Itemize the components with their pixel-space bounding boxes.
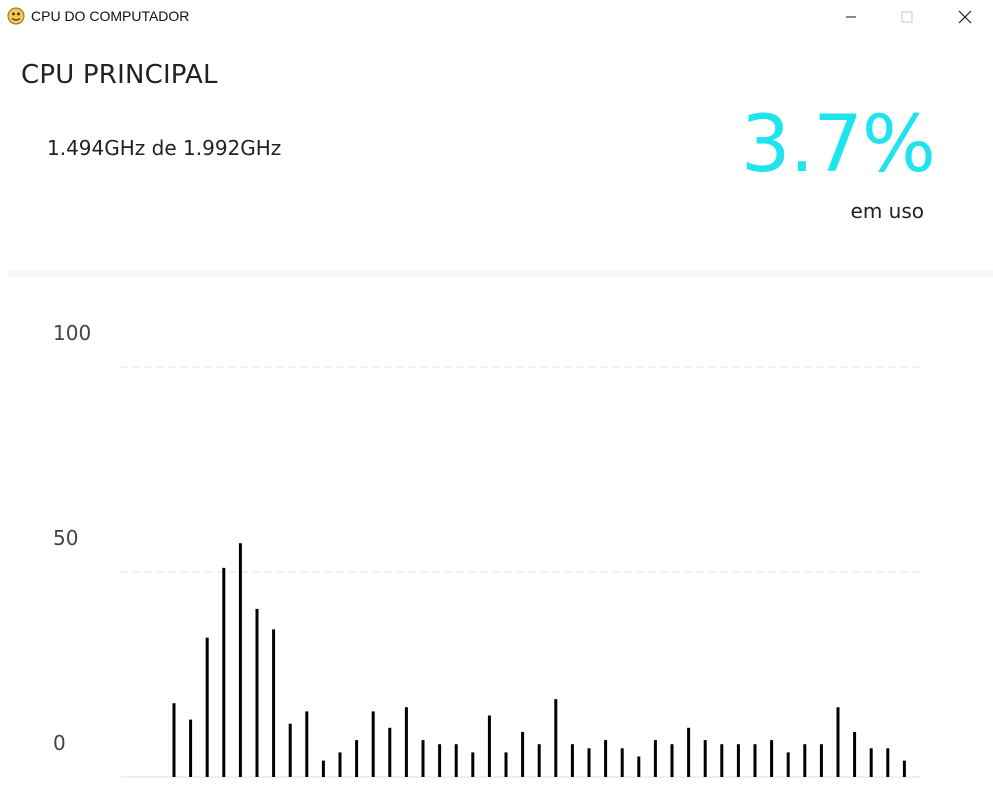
title-bar[interactable]: CPU DO COMPUTADOR bbox=[0, 0, 993, 34]
cpu-usage-label: em uso bbox=[850, 199, 924, 223]
page-title: CPU PRINCIPAL bbox=[21, 60, 218, 90]
close-button[interactable] bbox=[936, 0, 993, 34]
cpu-frequency: 1.494GHz de 1.992GHz bbox=[47, 136, 282, 160]
close-icon bbox=[958, 10, 972, 24]
y-tick-label: 100 bbox=[53, 321, 91, 345]
y-tick-label: 0 bbox=[53, 731, 66, 755]
minimize-button[interactable] bbox=[822, 0, 880, 34]
cpu-usage-chart: 0 50 100 bbox=[53, 321, 921, 778]
window-title: CPU DO COMPUTADOR bbox=[31, 8, 190, 24]
minimize-icon bbox=[846, 16, 856, 18]
y-tick-label: 50 bbox=[53, 526, 78, 550]
cpu-usage-percent: 3.7% bbox=[740, 100, 936, 190]
section-divider bbox=[8, 270, 993, 277]
python-icon bbox=[7, 7, 25, 25]
maximize-button[interactable] bbox=[878, 0, 936, 34]
maximize-icon bbox=[901, 11, 913, 23]
